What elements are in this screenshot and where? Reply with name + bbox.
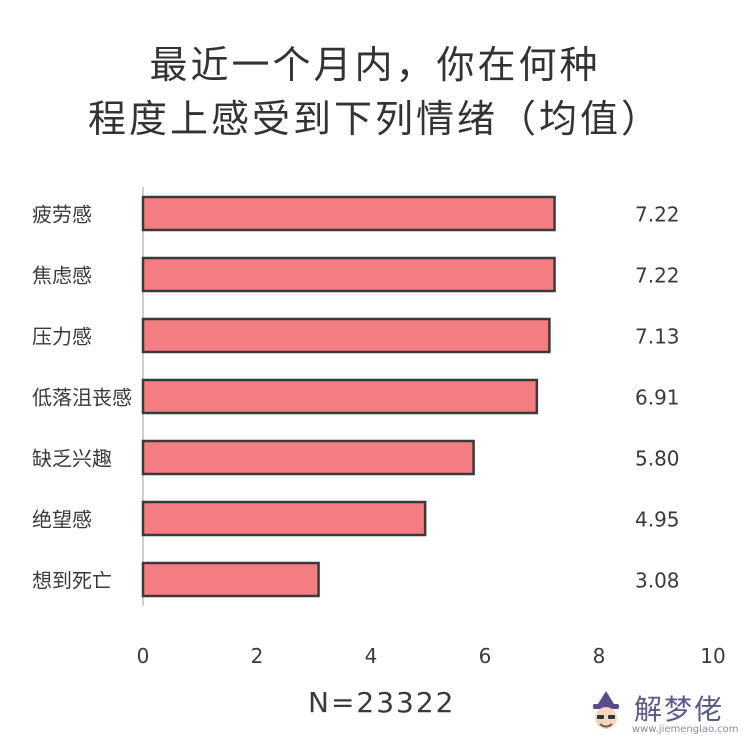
value-label: 5.80 (635, 447, 680, 471)
category-label: 缺乏兴趣 (32, 447, 112, 471)
watermark-name: 解梦佬 (634, 693, 725, 726)
value-label: 4.95 (635, 508, 680, 532)
bar (141, 439, 475, 476)
x-tick-label: 0 (137, 644, 150, 668)
value-label: 7.22 (635, 264, 680, 288)
sample-size-note: N=23322 (308, 686, 456, 719)
value-label: 6.91 (635, 386, 680, 410)
bar (141, 195, 556, 232)
bar (141, 500, 427, 537)
watermark-logo-icon (593, 691, 619, 729)
category-label: 绝望感 (32, 508, 92, 532)
category-label: 焦虑感 (32, 264, 92, 288)
x-tick-label: 10 (700, 644, 725, 668)
x-tick-label: 6 (479, 644, 492, 668)
value-label: 3.08 (635, 569, 680, 593)
chart-title-line-1: 最近一个月内，你在何种 (149, 43, 601, 87)
chart-title-line-2: 程度上感受到下列情绪（均值） (87, 97, 662, 141)
category-label: 疲劳感 (32, 203, 92, 227)
category-label: 想到死亡 (32, 569, 112, 593)
bar (141, 256, 556, 293)
category-label: 压力感 (32, 325, 92, 349)
value-label: 7.22 (635, 203, 680, 227)
watermark: 解梦佬 www.jiemenglao.com (584, 684, 744, 742)
category-label: 低落沮丧感 (32, 386, 132, 410)
bar (141, 378, 539, 415)
value-label: 7.13 (635, 325, 680, 349)
bar (141, 317, 551, 354)
bar (141, 561, 320, 598)
watermark-url: www.jiemenglao.com (632, 724, 739, 735)
x-tick-label: 2 (251, 644, 264, 668)
x-tick-label: 4 (365, 644, 378, 668)
x-tick-label: 8 (593, 644, 606, 668)
